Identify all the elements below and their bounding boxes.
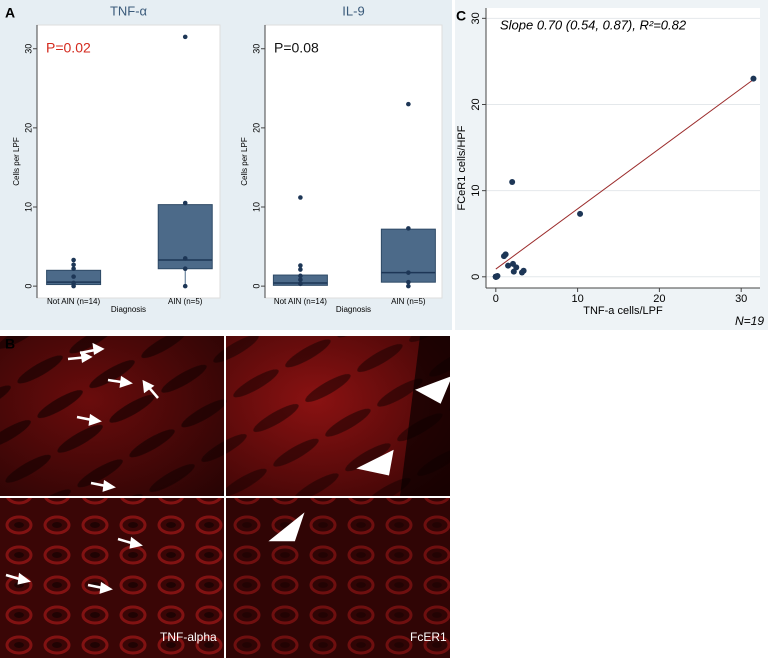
- chart-title: IL-9: [342, 3, 364, 18]
- annotation: P=0.08: [274, 40, 319, 56]
- image-label: TNF-alpha: [160, 630, 217, 644]
- point: [71, 262, 76, 268]
- point: [750, 75, 757, 82]
- point: [71, 280, 76, 286]
- point: [71, 257, 76, 263]
- annotation: P=0.02: [46, 40, 91, 56]
- plot-area: [486, 8, 760, 288]
- y-tick-label: 10: [470, 185, 482, 197]
- micrographs: TNF-alpha FcER1: [0, 336, 453, 658]
- x-tick-label: Not AIN (n=14): [274, 297, 327, 306]
- point: [502, 251, 509, 258]
- x-axis-label: TNF-a cells/LPF: [583, 305, 663, 317]
- point: [298, 267, 303, 272]
- y-tick-label: 30: [470, 12, 482, 24]
- point: [298, 195, 303, 200]
- point: [182, 200, 188, 206]
- x-tick-label: 10: [571, 293, 583, 305]
- point: [406, 279, 411, 285]
- x-axis-label: Diagnosis: [111, 305, 146, 314]
- y-tick-label: 30: [23, 44, 33, 54]
- point: [509, 179, 516, 186]
- y-axis-label: Cells per LPF: [240, 137, 249, 186]
- x-tick-label: AIN (n=5): [168, 297, 203, 306]
- point: [493, 273, 500, 280]
- y-tick-label: 20: [251, 123, 261, 133]
- x-tick-label: AIN (n=5): [391, 297, 426, 306]
- point: [71, 274, 76, 279]
- x-axis-label: Diagnosis: [336, 305, 371, 314]
- y-tick-label: 20: [23, 123, 33, 133]
- fit-line: [495, 79, 754, 270]
- point: [71, 266, 76, 272]
- panel-label: B: [5, 336, 15, 352]
- image-texture: [226, 498, 450, 658]
- point: [182, 283, 188, 289]
- image-texture: [0, 336, 224, 496]
- note: N=19: [735, 314, 764, 328]
- y-tick-label: 0: [23, 284, 33, 289]
- y-tick-label: 0: [251, 284, 261, 289]
- annotation: Slope 0.70 (0.54, 0.87), R²=0.82: [500, 17, 687, 32]
- point: [520, 267, 527, 274]
- y-axis-label: Cells per LPF: [12, 137, 21, 186]
- image-label: FcER1: [410, 630, 447, 644]
- point: [298, 277, 303, 283]
- point: [577, 210, 584, 217]
- x-tick-label: Not AIN (n=14): [47, 297, 100, 306]
- point: [505, 262, 512, 269]
- point: [406, 283, 411, 289]
- x-tick-label: 20: [653, 293, 665, 305]
- point: [298, 263, 303, 268]
- y-tick-label: 10: [251, 202, 261, 212]
- point: [298, 281, 303, 287]
- point: [513, 264, 520, 271]
- y-tick-label: 30: [251, 44, 261, 54]
- point: [182, 266, 188, 272]
- point: [406, 226, 411, 231]
- image-texture: [0, 498, 224, 658]
- point: [298, 273, 303, 279]
- x-tick-label: 0: [493, 293, 499, 305]
- point: [406, 101, 411, 107]
- y-tick-label: 20: [470, 98, 482, 110]
- y-tick-label: 0: [470, 274, 482, 280]
- point: [71, 283, 76, 289]
- y-tick-label: 10: [23, 202, 33, 212]
- point: [182, 34, 188, 40]
- y-axis-label: FCeR1 cells/HPF: [456, 125, 468, 210]
- x-tick-label: 30: [735, 293, 747, 305]
- chart-title: TNF-α: [110, 3, 148, 18]
- image-shade: [400, 336, 450, 496]
- point: [182, 256, 188, 261]
- panel-label: A: [5, 5, 15, 21]
- panel-label: C: [456, 8, 466, 24]
- arrows: [5, 342, 453, 594]
- point: [406, 270, 411, 275]
